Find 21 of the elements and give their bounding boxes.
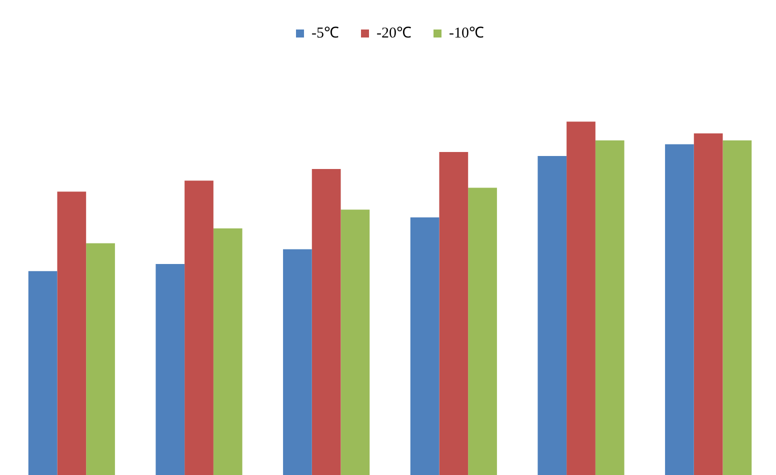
bar <box>468 188 497 475</box>
bar <box>694 133 723 475</box>
bar <box>410 217 440 475</box>
bar <box>595 140 624 475</box>
bar <box>340 210 370 475</box>
bar <box>86 243 115 475</box>
bar <box>312 169 341 475</box>
bar <box>213 228 242 475</box>
legend-label: -10℃ <box>449 25 484 42</box>
bar <box>184 180 214 475</box>
bar <box>156 264 185 475</box>
bar <box>57 192 86 475</box>
bar <box>283 249 312 475</box>
bar <box>665 144 694 475</box>
bar <box>538 156 567 475</box>
bar <box>28 271 58 475</box>
bar <box>439 152 468 475</box>
legend-label: -20℃ <box>376 25 412 42</box>
legend-label: -5℃ <box>312 25 340 42</box>
bar <box>722 140 752 475</box>
bar <box>566 122 596 475</box>
